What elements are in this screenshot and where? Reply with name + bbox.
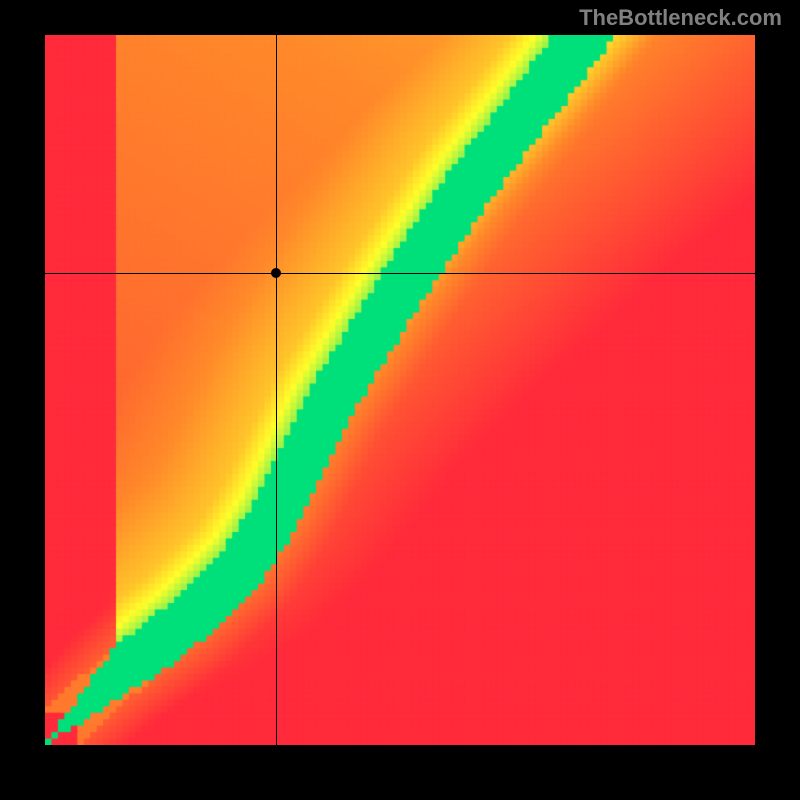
heatmap-canvas: [45, 35, 755, 745]
operating-point-marker: [271, 268, 281, 278]
watermark: TheBottleneck.com: [579, 5, 782, 31]
crosshair-vertical: [276, 35, 277, 745]
crosshair-horizontal: [45, 273, 755, 274]
bottleneck-heatmap: [45, 35, 755, 745]
